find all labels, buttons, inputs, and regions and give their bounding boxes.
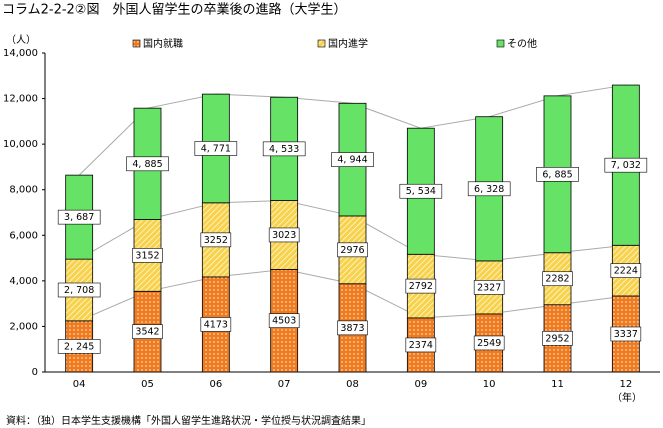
y-tick-label: 14,000: [3, 48, 38, 59]
legend-swatch: [132, 39, 141, 48]
value-label: 4, 885: [132, 159, 162, 170]
y-tick-label: 0: [32, 367, 38, 378]
value-label-box: [542, 331, 573, 346]
value-label: 3542: [135, 327, 159, 338]
value-label: 2792: [409, 281, 433, 292]
value-label-box: [473, 280, 505, 295]
value-label: 4, 771: [201, 143, 231, 154]
y-tick-label: 6,000: [9, 230, 38, 241]
value-label: 4173: [204, 319, 228, 330]
value-label-box: [200, 317, 232, 332]
value-label: 3337: [614, 329, 638, 340]
value-label-box: [57, 339, 101, 354]
value-label-box: [57, 282, 101, 298]
y-tick-label: 4,000: [9, 276, 38, 287]
value-label-box: [405, 278, 437, 294]
x-tick-label: 04: [73, 379, 86, 390]
value-label: 6, 885: [542, 169, 572, 180]
y-tick-label: 12,000: [3, 94, 38, 105]
x-tick-label: 05: [141, 379, 154, 390]
value-label-box: [337, 320, 368, 336]
x-tick-label: 08: [346, 379, 359, 390]
value-label: 2, 245: [64, 341, 94, 352]
value-label: 4, 944: [337, 155, 367, 166]
value-label: 2282: [545, 274, 569, 285]
value-label-box: [132, 324, 163, 339]
y-tick-label: 10,000: [3, 139, 38, 150]
chart-title: コラム2-2-2②図 外国人留学生の卒業後の進路（大学生）: [2, 2, 346, 18]
x-tick-label: 07: [278, 379, 291, 390]
value-label: 6, 328: [474, 184, 504, 195]
value-label: 2549: [477, 338, 501, 349]
value-label-box: [337, 242, 368, 258]
legend-label: その他: [507, 37, 537, 50]
value-label-box: [331, 152, 374, 167]
legend-label: 国内就職: [143, 37, 183, 50]
value-label-box: [399, 183, 443, 199]
value-label-box: [473, 335, 505, 351]
legend-swatch: [496, 39, 505, 48]
value-label: 3152: [135, 250, 159, 261]
value-label-box: [126, 156, 169, 172]
value-label-box: [268, 227, 300, 243]
value-label: 3023: [272, 230, 296, 241]
value-label: 3252: [204, 235, 228, 246]
value-label-box: [604, 157, 648, 173]
value-label-box: [200, 232, 232, 248]
value-label-box: [132, 248, 163, 263]
x-unit: （年）: [612, 391, 642, 404]
value-label-box: [268, 313, 300, 328]
value-label: 3873: [340, 323, 364, 334]
value-label: 2374: [409, 340, 433, 351]
x-tick-label: 11: [551, 379, 564, 390]
value-label-box: [467, 181, 511, 197]
value-label-box: [610, 263, 642, 278]
value-label-box: [542, 271, 573, 287]
value-label: 4, 533: [269, 144, 299, 155]
value-label-box: [194, 141, 238, 156]
source-note: 資料：（独）日本学生支援機構「外国人留学生進路状況・学位授与状況調査結果」: [6, 414, 371, 427]
legend-label: 国内進学: [328, 37, 368, 50]
value-label: 2327: [477, 282, 501, 293]
value-label: 4503: [272, 316, 296, 327]
value-label: 2224: [614, 266, 638, 277]
value-label: 3, 687: [64, 212, 94, 223]
value-label: 2976: [340, 245, 364, 256]
legend-swatch: [317, 39, 326, 48]
value-label: 7, 032: [611, 160, 641, 171]
x-tick-label: 09: [414, 379, 427, 390]
value-label-box: [536, 166, 579, 182]
x-tick-label: 12: [619, 379, 632, 390]
value-label-box: [262, 141, 306, 157]
y-tick-label: 2,000: [9, 321, 38, 332]
y-unit: （人）: [6, 34, 36, 46]
value-label: 2952: [545, 333, 569, 344]
value-label: 5, 534: [406, 186, 436, 197]
value-label-box: [405, 337, 437, 353]
value-label-box: [57, 209, 101, 225]
value-label: 2, 708: [64, 285, 94, 296]
x-tick-label: 10: [483, 379, 496, 390]
value-label-box: [610, 326, 642, 342]
y-tick-label: 8,000: [9, 185, 38, 196]
x-tick-label: 06: [209, 379, 222, 390]
